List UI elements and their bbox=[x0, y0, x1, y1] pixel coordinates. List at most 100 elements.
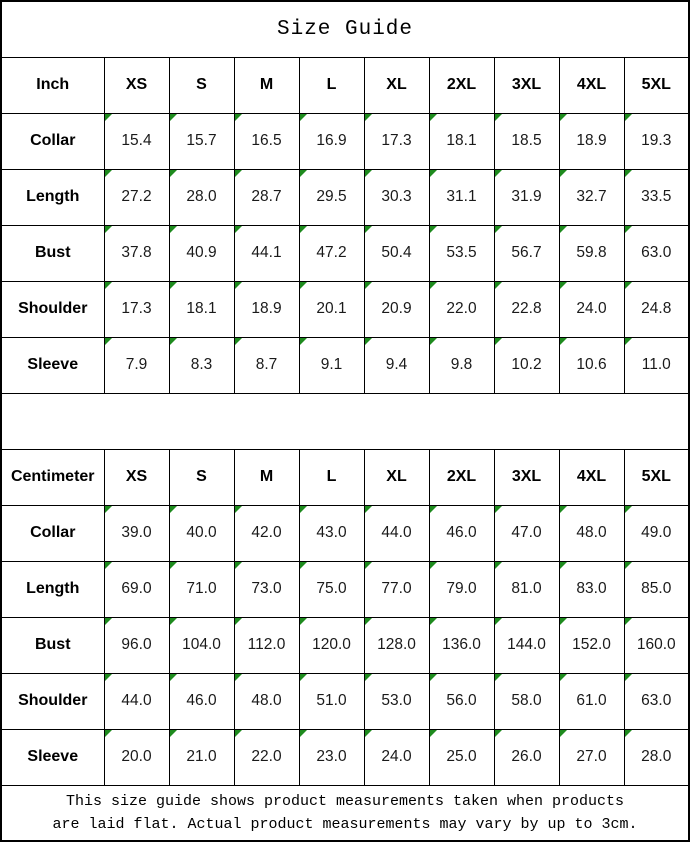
size-column-header: L bbox=[298, 448, 365, 506]
row-label: Shoulder bbox=[0, 672, 105, 730]
measurement-row: Collar 39.0 40.0 42.0 43.0 44.0 46.0 47.0 48.0 49… bbox=[0, 504, 690, 562]
measurement-cell: 26.0 bbox=[493, 728, 560, 786]
measurement-cell: 18.9 bbox=[558, 112, 625, 170]
cell-flag-triangle-icon bbox=[430, 562, 437, 569]
measurement-cell: 18.9 bbox=[233, 280, 300, 338]
row-label: Bust bbox=[0, 224, 105, 282]
cell-flag-triangle-icon bbox=[430, 618, 437, 625]
cell-flag-triangle-icon bbox=[235, 338, 242, 345]
cell-flag-triangle-icon bbox=[170, 618, 177, 625]
measurement-cell: 136.0 bbox=[428, 616, 495, 674]
measurement-cell: 56.7 bbox=[493, 224, 560, 282]
cell-flag-triangle-icon bbox=[300, 282, 307, 289]
measurement-cell: 22.0 bbox=[233, 728, 300, 786]
cell-flag-triangle-icon bbox=[560, 674, 567, 681]
title-row: Size Guide bbox=[0, 0, 690, 58]
measurement-cell: 15.7 bbox=[168, 112, 235, 170]
page-title: Size Guide bbox=[0, 0, 690, 58]
measurement-cell: 46.0 bbox=[428, 504, 495, 562]
cell-flag-triangle-icon bbox=[365, 114, 372, 121]
measurement-cell: 46.0 bbox=[168, 672, 235, 730]
cell-flag-triangle-icon bbox=[430, 282, 437, 289]
size-column-header: M bbox=[233, 448, 300, 506]
cell-flag-triangle-icon bbox=[495, 170, 502, 177]
cell-flag-triangle-icon bbox=[365, 618, 372, 625]
cell-flag-triangle-icon bbox=[365, 674, 372, 681]
size-column-header: 2XL bbox=[428, 448, 495, 506]
cell-flag-triangle-icon bbox=[105, 282, 112, 289]
centimeter-table-body: Centimeter XS S M L XL 2XL 3XL 4XL 5XL Collar 39.0 4… bbox=[0, 448, 690, 786]
measurement-cell: 16.9 bbox=[298, 112, 365, 170]
cell-flag-triangle-icon bbox=[495, 338, 502, 345]
measurement-cell: 96.0 bbox=[103, 616, 170, 674]
size-column-header: 4XL bbox=[558, 448, 625, 506]
measurement-cell: 152.0 bbox=[558, 616, 625, 674]
measurement-cell: 47.2 bbox=[298, 224, 365, 282]
cell-flag-triangle-icon bbox=[625, 730, 632, 737]
row-label: Collar bbox=[0, 112, 105, 170]
measurement-row: Bust 37.8 40.9 44.1 47.2 50.4 53.5 56.7 59.8 63.0 bbox=[0, 224, 690, 282]
measurement-cell: 32.7 bbox=[558, 168, 625, 226]
measurement-cell: 27.0 bbox=[558, 728, 625, 786]
cell-flag-triangle-icon bbox=[495, 282, 502, 289]
cell-flag-triangle-icon bbox=[170, 730, 177, 737]
cell-flag-triangle-icon bbox=[105, 562, 112, 569]
cell-flag-triangle-icon bbox=[105, 114, 112, 121]
cell-flag-triangle-icon bbox=[365, 282, 372, 289]
cell-flag-triangle-icon bbox=[495, 226, 502, 233]
cell-flag-triangle-icon bbox=[300, 226, 307, 233]
cell-flag-triangle-icon bbox=[495, 730, 502, 737]
row-label: Sleeve bbox=[0, 336, 105, 394]
measurement-cell: 30.3 bbox=[363, 168, 430, 226]
measurement-cell: 71.0 bbox=[168, 560, 235, 618]
measurement-cell: 15.4 bbox=[103, 112, 170, 170]
cell-flag-triangle-icon bbox=[170, 170, 177, 177]
cell-flag-triangle-icon bbox=[235, 226, 242, 233]
measurement-cell: 17.3 bbox=[103, 280, 170, 338]
measurement-cell: 22.8 bbox=[493, 280, 560, 338]
measurement-cell: 28.7 bbox=[233, 168, 300, 226]
measurement-cell: 47.0 bbox=[493, 504, 560, 562]
measurement-cell: 43.0 bbox=[298, 504, 365, 562]
cell-flag-triangle-icon bbox=[365, 730, 372, 737]
size-column-header: 5XL bbox=[623, 448, 690, 506]
cell-flag-triangle-icon bbox=[625, 506, 632, 513]
measurement-cell: 27.2 bbox=[103, 168, 170, 226]
cell-flag-triangle-icon bbox=[495, 506, 502, 513]
measurement-cell: 25.0 bbox=[428, 728, 495, 786]
cell-flag-triangle-icon bbox=[235, 562, 242, 569]
unit-header-row: Centimeter XS S M L XL 2XL 3XL 4XL 5XL bbox=[0, 448, 690, 506]
measurement-cell: 69.0 bbox=[103, 560, 170, 618]
cell-flag-triangle-icon bbox=[105, 170, 112, 177]
measurement-cell: 8.7 bbox=[233, 336, 300, 394]
measurement-cell: 79.0 bbox=[428, 560, 495, 618]
cell-flag-triangle-icon bbox=[560, 338, 567, 345]
measurement-cell: 49.0 bbox=[623, 504, 690, 562]
footer-row: This size guide shows product measuremen… bbox=[0, 784, 690, 842]
size-column-header: 5XL bbox=[623, 56, 690, 114]
cell-flag-triangle-icon bbox=[625, 618, 632, 625]
cell-flag-triangle-icon bbox=[430, 338, 437, 345]
spacer-cell bbox=[0, 392, 690, 450]
size-column-header: 2XL bbox=[428, 56, 495, 114]
size-column-header: 4XL bbox=[558, 56, 625, 114]
cell-flag-triangle-icon bbox=[235, 282, 242, 289]
cell-flag-triangle-icon bbox=[430, 730, 437, 737]
measurement-cell: 24.0 bbox=[558, 280, 625, 338]
cell-flag-triangle-icon bbox=[430, 114, 437, 121]
measurement-cell: 44.1 bbox=[233, 224, 300, 282]
measurement-cell: 16.5 bbox=[233, 112, 300, 170]
measurement-row: Length 69.0 71.0 73.0 75.0 77.0 79.0 81.0 83.0 85… bbox=[0, 560, 690, 618]
cell-flag-triangle-icon bbox=[365, 170, 372, 177]
size-column-header: XS bbox=[103, 56, 170, 114]
unit-label: Centimeter bbox=[0, 448, 105, 506]
footer-note-line-1: This size guide shows product measuremen… bbox=[65, 792, 625, 810]
unit-header-row: Inch XS S M L XL 2XL 3XL 4XL 5XL bbox=[0, 56, 690, 114]
size-column-header: S bbox=[168, 56, 235, 114]
cell-flag-triangle-icon bbox=[625, 226, 632, 233]
cell-flag-triangle-icon bbox=[560, 170, 567, 177]
cell-flag-triangle-icon bbox=[300, 618, 307, 625]
cell-flag-triangle-icon bbox=[625, 338, 632, 345]
measurement-row: Bust 96.0 104.0 112.0 120.0 128.0 136.0 144.0 15… bbox=[0, 616, 690, 674]
cell-flag-triangle-icon bbox=[170, 282, 177, 289]
